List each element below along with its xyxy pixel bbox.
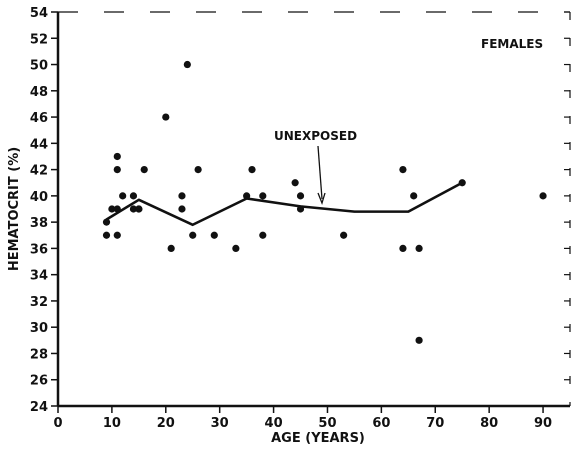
y-tick-label: 40 xyxy=(30,190,48,205)
y-tick-label: 52 xyxy=(30,32,48,47)
data-point xyxy=(102,231,111,239)
data-point xyxy=(259,231,267,239)
data-point xyxy=(140,166,148,174)
data-point xyxy=(248,166,256,174)
data-point xyxy=(296,205,305,213)
data-point xyxy=(458,179,466,187)
x-tick-label: 10 xyxy=(103,416,121,431)
y-tick-label: 54 xyxy=(30,6,48,21)
data-point xyxy=(129,205,138,213)
data-point xyxy=(162,113,170,121)
data-point xyxy=(296,192,305,200)
x-tick-label: 90 xyxy=(534,416,552,431)
x-tick-label: 60 xyxy=(372,416,390,431)
data-point xyxy=(129,192,138,200)
y-tick-label: 28 xyxy=(30,347,48,362)
y-axis-title: HEMATOCRIT (%) xyxy=(7,147,22,271)
data-point xyxy=(178,205,186,213)
data-point xyxy=(415,244,423,252)
x-axis-title: AGE (YEARS) xyxy=(271,431,365,446)
legend-text: FEMALES xyxy=(481,37,543,51)
x-tick-label: 30 xyxy=(211,416,229,431)
y-tick-label: 26 xyxy=(30,374,48,389)
y-tick-label: 32 xyxy=(30,295,48,310)
data-point xyxy=(113,166,121,174)
unexposed-trend-line xyxy=(105,181,463,227)
y-tick-label: 50 xyxy=(30,59,48,74)
y-tick-label: 38 xyxy=(30,216,48,231)
data-point xyxy=(113,152,121,161)
x-tick-label: 80 xyxy=(480,416,498,431)
data-point xyxy=(415,336,423,344)
data-point xyxy=(399,244,407,252)
data-point xyxy=(243,192,251,200)
y-tick-label: 30 xyxy=(30,321,48,336)
data-point xyxy=(291,179,299,187)
y-tick-label: 36 xyxy=(30,242,48,257)
data-point xyxy=(194,166,202,174)
data-point xyxy=(340,231,348,239)
x-tick-label: 50 xyxy=(318,416,336,431)
plot-frame xyxy=(56,11,571,408)
x-tick-label: 20 xyxy=(157,416,175,431)
x-ticks: 0 10 20 30 40 50 60 70 80 90 xyxy=(53,406,552,431)
y-tick-label: 24 xyxy=(30,400,48,415)
y-tick-label: 42 xyxy=(30,164,48,179)
y-tick-label: 34 xyxy=(30,269,48,284)
data-point xyxy=(210,231,218,239)
data-point xyxy=(108,205,116,213)
y-tick-label: 44 xyxy=(30,137,48,152)
y-tick-label: 48 xyxy=(30,85,48,100)
data-point xyxy=(102,218,111,226)
data-point xyxy=(189,231,197,239)
data-point xyxy=(410,192,418,200)
data-point xyxy=(232,244,240,252)
data-point xyxy=(135,205,143,213)
data-point xyxy=(259,192,267,200)
data-point xyxy=(119,192,127,200)
annotation-arrow xyxy=(317,145,326,205)
x-tick-label: 40 xyxy=(265,416,283,431)
data-point xyxy=(539,192,547,200)
y-tick-label: 46 xyxy=(30,111,48,126)
x-tick-label: 0 xyxy=(53,416,62,431)
data-point xyxy=(113,205,121,213)
data-point xyxy=(178,192,186,200)
data-point xyxy=(113,231,121,239)
x-tick-label: 70 xyxy=(426,416,444,431)
data-point xyxy=(183,60,191,69)
data-point xyxy=(399,166,407,174)
unexposed-annotation: UNEXPOSED xyxy=(274,129,357,143)
data-layer xyxy=(102,60,547,344)
y-ticks: 24 26 28 30 32 34 36 38 40 42 44 46 48 50 52 54 xyxy=(30,6,570,415)
data-point xyxy=(167,244,175,252)
